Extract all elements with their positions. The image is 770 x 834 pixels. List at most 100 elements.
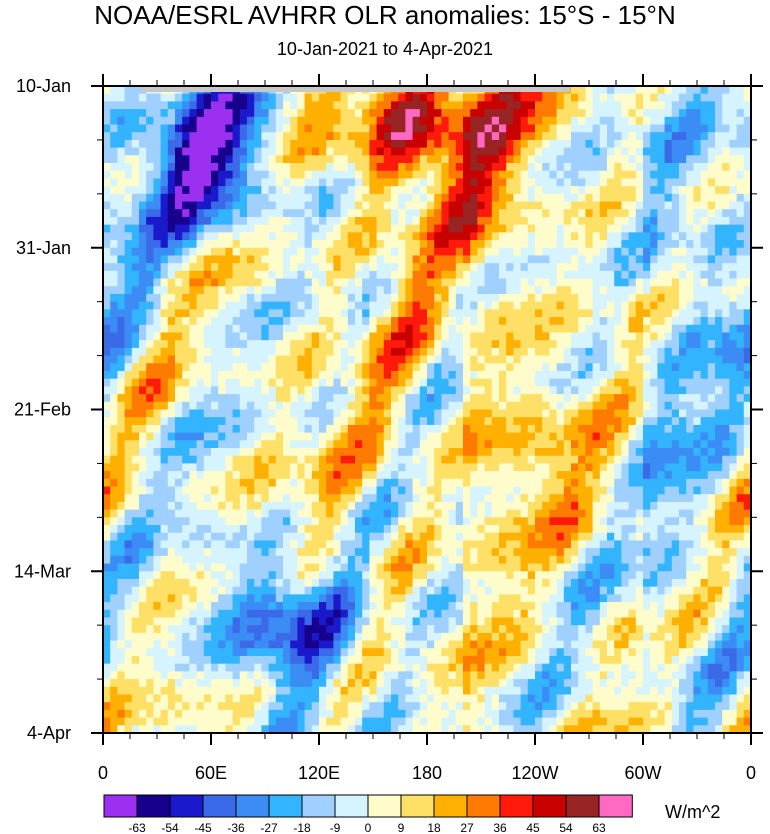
anomaly-cell bbox=[268, 378, 277, 387]
anomaly-cell bbox=[239, 278, 248, 287]
anomaly-cell bbox=[585, 216, 594, 226]
anomaly-cell bbox=[261, 216, 270, 226]
anomaly-cell bbox=[455, 340, 464, 349]
anomaly-cell bbox=[225, 193, 234, 203]
anomaly-cell bbox=[707, 332, 716, 341]
anomaly-cell bbox=[427, 216, 435, 226]
anomaly-cell bbox=[549, 317, 558, 326]
anomaly-cell bbox=[448, 501, 457, 511]
anomaly-cell bbox=[427, 178, 435, 187]
anomaly-cell bbox=[650, 86, 658, 95]
anomaly-cell bbox=[275, 255, 284, 264]
anomaly-cell bbox=[470, 317, 478, 326]
anomaly-cell bbox=[707, 201, 716, 210]
anomaly-cell bbox=[297, 247, 306, 257]
anomaly-cell bbox=[628, 401, 637, 411]
anomaly-cell bbox=[419, 101, 428, 110]
anomaly-cell bbox=[196, 116, 205, 126]
anomaly-cell bbox=[333, 417, 342, 426]
anomaly-cell bbox=[362, 448, 370, 457]
anomaly-cell bbox=[463, 124, 471, 133]
anomaly-cell bbox=[448, 209, 457, 218]
anomaly-cell bbox=[189, 109, 198, 118]
anomaly-cell bbox=[599, 116, 608, 126]
anomaly-cell bbox=[146, 417, 154, 426]
anomaly-cell bbox=[635, 278, 644, 287]
anomaly-cell bbox=[110, 186, 118, 195]
anomaly-cell bbox=[686, 409, 694, 418]
anomaly-cell bbox=[383, 455, 392, 465]
anomaly-cell bbox=[160, 101, 169, 110]
anomaly-cell bbox=[484, 463, 493, 472]
anomaly-cell bbox=[175, 386, 183, 395]
anomaly-cell bbox=[427, 147, 435, 156]
anomaly-cell bbox=[715, 432, 723, 441]
anomaly-cell bbox=[218, 186, 226, 195]
anomaly-cell bbox=[592, 116, 601, 126]
anomaly-cell bbox=[297, 463, 306, 472]
anomaly-cell bbox=[549, 255, 558, 264]
anomaly-cell bbox=[657, 386, 666, 395]
anomaly-cell bbox=[715, 378, 723, 387]
anomaly-cell bbox=[110, 109, 118, 118]
anomaly-cell bbox=[311, 440, 320, 449]
anomaly-cell bbox=[333, 216, 342, 226]
anomaly-cell bbox=[434, 486, 442, 495]
anomaly-cell bbox=[362, 139, 370, 149]
anomaly-cell bbox=[160, 309, 169, 318]
anomaly-cell bbox=[419, 193, 428, 203]
anomaly-cell bbox=[643, 317, 651, 326]
anomaly-cell bbox=[175, 286, 183, 295]
anomaly-cell bbox=[405, 370, 414, 380]
anomaly-cell bbox=[715, 501, 723, 511]
anomaly-cell bbox=[715, 101, 723, 110]
anomaly-cell bbox=[139, 486, 147, 495]
anomaly-cell bbox=[369, 478, 378, 488]
anomaly-cell bbox=[124, 224, 133, 233]
anomaly-cell bbox=[542, 494, 550, 503]
anomaly-cell bbox=[275, 293, 284, 303]
anomaly-cell bbox=[592, 132, 601, 141]
anomaly-cell bbox=[650, 255, 658, 264]
anomaly-cell bbox=[729, 370, 738, 380]
anomaly-cell bbox=[369, 109, 378, 118]
anomaly-cell bbox=[549, 178, 558, 187]
anomaly-cell bbox=[607, 201, 615, 210]
anomaly-cell bbox=[419, 240, 428, 249]
anomaly-cell bbox=[369, 486, 378, 495]
anomaly-cell bbox=[614, 478, 622, 488]
anomaly-cell bbox=[412, 478, 421, 488]
anomaly-cell bbox=[556, 186, 565, 195]
anomaly-cell bbox=[427, 363, 435, 372]
anomaly-cell bbox=[657, 463, 666, 472]
anomaly-cell bbox=[117, 216, 126, 226]
anomaly-cell bbox=[736, 247, 745, 257]
anomaly-cell bbox=[635, 309, 644, 318]
anomaly-cell bbox=[736, 324, 745, 334]
anomaly-cell bbox=[470, 424, 478, 434]
anomaly-cell bbox=[434, 186, 442, 195]
anomaly-cell bbox=[700, 139, 709, 149]
anomaly-cell bbox=[110, 93, 118, 102]
anomaly-cell bbox=[239, 509, 248, 518]
anomaly-cell bbox=[340, 109, 349, 118]
anomaly-cell bbox=[139, 216, 147, 226]
anomaly-cell bbox=[707, 340, 716, 349]
anomaly-cell bbox=[556, 471, 565, 480]
anomaly-cell bbox=[124, 471, 133, 480]
anomaly-cell bbox=[571, 478, 579, 488]
anomaly-cell bbox=[700, 409, 709, 418]
anomaly-cell bbox=[585, 170, 594, 180]
anomaly-cell bbox=[239, 463, 248, 472]
anomaly-cell bbox=[218, 324, 226, 334]
anomaly-cell bbox=[268, 463, 277, 472]
anomaly-cell bbox=[463, 501, 471, 511]
anomaly-cell bbox=[333, 317, 342, 326]
anomaly-cell bbox=[628, 417, 637, 426]
anomaly-cell bbox=[103, 209, 111, 218]
anomaly-cell bbox=[470, 363, 478, 372]
anomaly-cell bbox=[160, 401, 169, 411]
anomaly-cell bbox=[297, 317, 306, 326]
anomaly-cell bbox=[383, 247, 392, 257]
anomaly-cell bbox=[297, 448, 306, 457]
